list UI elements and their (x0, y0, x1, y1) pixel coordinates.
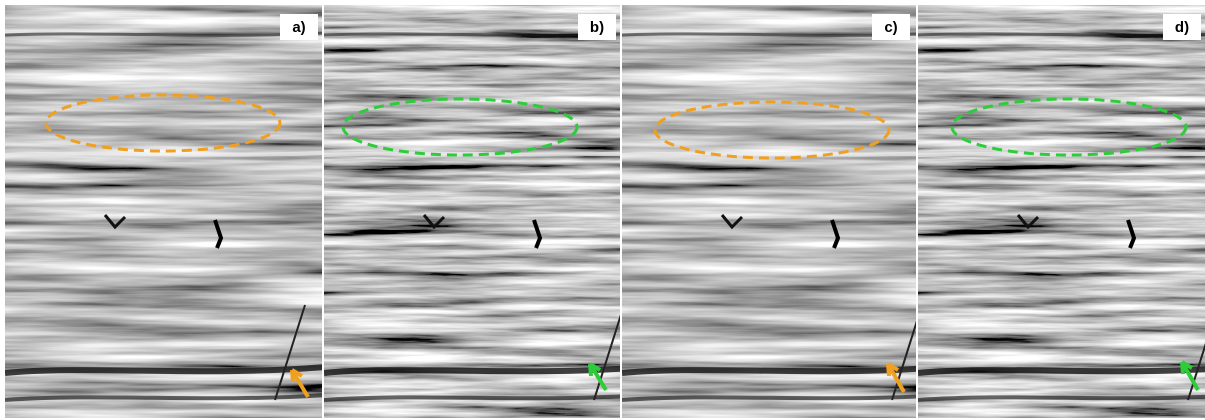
arrow (886, 362, 906, 393)
panel-b: b) (324, 5, 620, 418)
panel-label: a) (292, 19, 305, 36)
highlight-ellipse (653, 100, 891, 160)
panel-a: a) (5, 5, 322, 418)
highlight-ellipse (341, 97, 579, 157)
panel-label: b) (590, 19, 604, 36)
panel-c: c) (622, 5, 916, 418)
arrow (1180, 360, 1200, 391)
panel-label: c) (884, 19, 897, 36)
arrow (588, 362, 608, 392)
label-box (280, 14, 318, 40)
label-box (578, 14, 616, 40)
highlight-ellipse (950, 97, 1188, 157)
label-box (872, 14, 910, 40)
panel-d: d) (918, 5, 1205, 418)
panel-label: d) (1175, 19, 1189, 36)
highlight-ellipse (44, 93, 282, 153)
label-box (1163, 14, 1201, 40)
arrow (290, 368, 310, 399)
